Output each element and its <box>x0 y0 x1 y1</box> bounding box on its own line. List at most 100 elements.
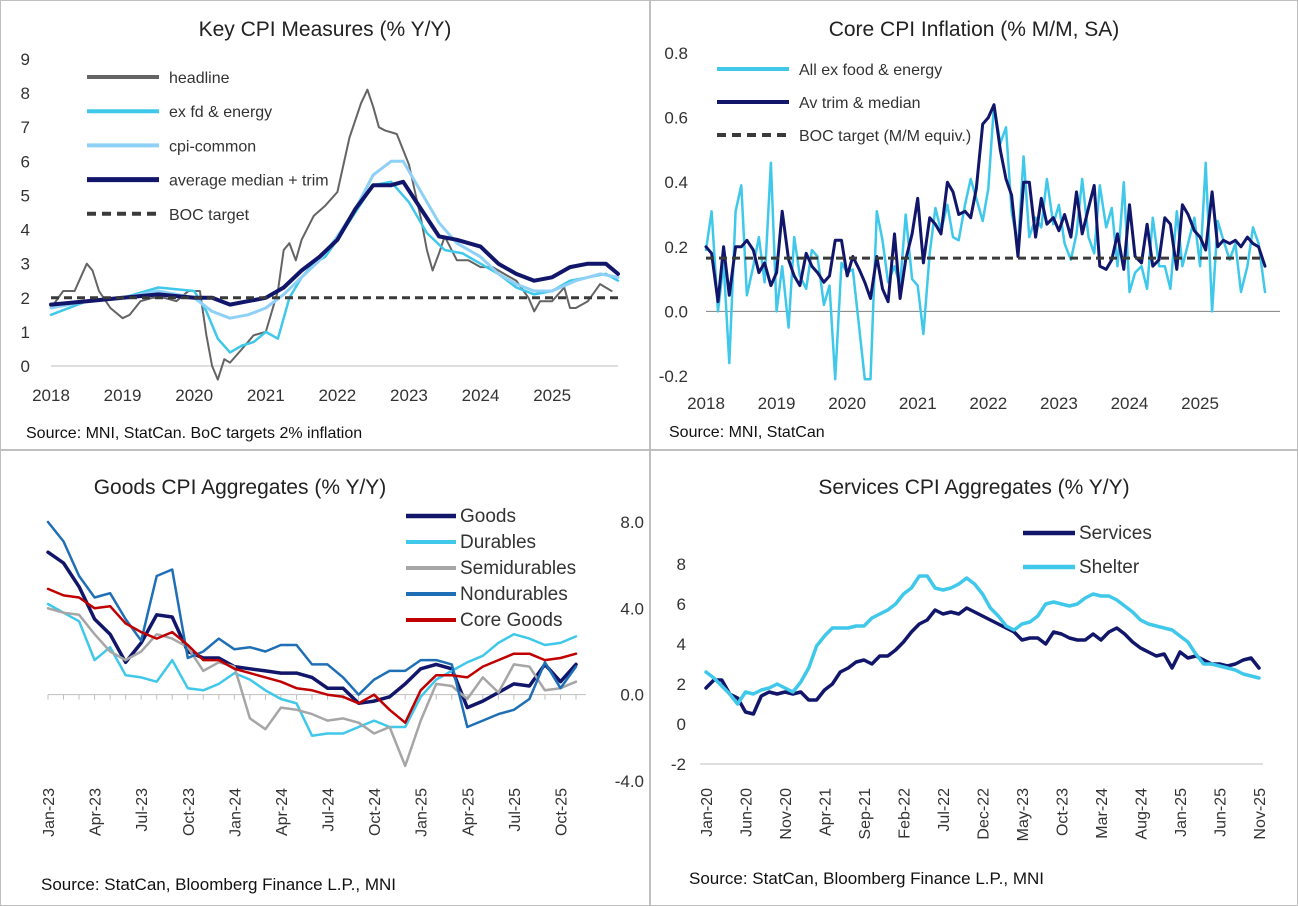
y-tick-label: 5 <box>21 186 30 205</box>
y-tick-label: 0.0 <box>664 302 688 321</box>
chart-title: Core CPI Inflation (% M/M, SA) <box>828 18 1120 41</box>
x-tick-label: Jan-25 <box>414 788 431 837</box>
legend-label-goods: Goods <box>460 506 516 527</box>
legend-label-durables: Durables <box>460 532 536 553</box>
x-tick-label: 2023 <box>390 386 428 405</box>
series-line-av-trim-median <box>704 103 1267 304</box>
legend-label-services: Services <box>1079 523 1152 544</box>
x-tick-label: Jan-25 <box>1173 788 1190 837</box>
chart-source: Source: MNI, StatCan. BoC targets 2% inf… <box>26 425 363 442</box>
y-tick-label: -2 <box>671 755 686 774</box>
x-tick-label: 2025 <box>533 386 571 405</box>
goods-cpi-aggregates-chart: -4.0 0.0 4.0 8.0 Jan-23 Apr-23 Jul-23 Oct-23 Jan… <box>41 506 644 837</box>
x-tick-label: 2020 <box>828 394 866 413</box>
y-tick-label: 8.0 <box>620 513 644 532</box>
x-tick-label: Jan-20 <box>699 788 716 837</box>
y-tick-label: 7 <box>21 118 30 137</box>
y-tick-label: 9 <box>21 50 30 69</box>
series-line-shelter <box>704 574 1261 706</box>
legend-label-av-trim-median: Av trim & median <box>799 95 921 112</box>
x-tick-label: Oct-24 <box>367 788 384 836</box>
x-tick-label: Feb-22 <box>897 788 914 839</box>
legend-label-semidurables: Semidurables <box>460 558 576 579</box>
x-tick-label: 2022 <box>318 386 356 405</box>
chart-title: Services CPI Aggregates (% Y/Y) <box>818 476 1130 499</box>
x-tick-label: Apr-23 <box>88 788 105 836</box>
legend-label-shelter: Shelter <box>1079 557 1140 578</box>
x-tick-label: 2019 <box>104 386 142 405</box>
x-tick-label: 2023 <box>1040 394 1078 413</box>
x-tick-label: Jul-22 <box>936 788 953 832</box>
x-tick-label: 2025 <box>1181 394 1219 413</box>
x-tick-label: Oct-23 <box>181 788 198 836</box>
y-tick-label: 1 <box>21 323 30 342</box>
series-line-ex-fd-energy <box>49 180 620 354</box>
series-line-core-goods <box>46 587 578 724</box>
series-line-goods <box>46 550 578 710</box>
y-tick-label: 2 <box>21 289 30 308</box>
x-tick-label: Jun-20 <box>739 788 756 837</box>
series-line-nondurables <box>46 520 578 729</box>
y-tick-label: 6 <box>677 595 686 614</box>
y-tick-label: 4.0 <box>620 599 644 618</box>
x-tick-label: Jan-24 <box>227 788 244 837</box>
x-tick-label: Nov-25 <box>1252 788 1269 840</box>
x-tick-label: 2019 <box>758 394 796 413</box>
x-tick-label: 2018 <box>32 386 70 405</box>
legend-label-average-median-trim: average median + trim <box>169 173 329 190</box>
key-cpi-measures-chart: 0 1 2 3 4 5 6 7 8 9 2018 2019 2020 2021 2022 2023 2024 20… <box>21 50 620 405</box>
series-line-average-median-trim <box>49 179 620 307</box>
x-tick-label: Jan-23 <box>41 788 58 837</box>
x-tick-label: Mar-24 <box>1094 788 1111 839</box>
x-tick-label: Aug-24 <box>1134 788 1151 840</box>
y-tick-label: 0 <box>21 357 30 376</box>
y-tick-label: 8 <box>677 555 686 574</box>
legend-label-boc-target-m-m-equiv: BOC target (M/M equiv.) <box>799 128 971 145</box>
y-tick-label: -4.0 <box>615 772 644 791</box>
y-tick-label: 6 <box>21 152 30 171</box>
chart-title: Key CPI Measures (% Y/Y) <box>198 18 452 41</box>
y-tick-label: 2 <box>677 675 686 694</box>
key-cpi-measures-panel: Key CPI Measures (% Y/Y) 0 1 2 3 4 5 6 7 8 9 2018 2… <box>0 0 650 450</box>
series-line-durables <box>46 602 578 737</box>
y-tick-label: 0.8 <box>664 44 688 63</box>
core-cpi-inflation-chart: -0.2 0.0 0.2 0.4 0.6 0.8 2018 2019 2020 2021 2022 2… <box>659 44 1280 413</box>
x-tick-label: Apr-25 <box>460 788 477 836</box>
y-tick-label: 0 <box>677 715 686 734</box>
y-tick-label: 0.0 <box>620 686 644 705</box>
x-tick-label: 2024 <box>1111 394 1149 413</box>
legend-label-boc-target: BOC target <box>169 207 250 224</box>
x-tick-label: 2021 <box>899 394 937 413</box>
y-tick-label: -0.2 <box>659 367 688 386</box>
chart-source: Source: MNI, StatCan <box>669 424 825 441</box>
legend-label-cpi-common: cpi-common <box>169 138 256 155</box>
services-cpi-aggregates-chart: -2 0 2 4 6 8 Jan-20 Jun-20 Nov-20 Apr-21 Sep-21 Feb… <box>671 523 1269 841</box>
services-cpi-aggregates-panel: Services CPI Aggregates (% Y/Y) -2 0 2 4 6 8 J… <box>650 450 1298 906</box>
series-line-cpi-common <box>49 159 620 320</box>
x-tick-label: Jul-24 <box>321 788 338 832</box>
legend-label-core-goods: Core Goods <box>460 610 562 631</box>
legend-label-all-ex-food-energy: All ex food & energy <box>799 62 942 79</box>
series-line-headline <box>50 88 613 381</box>
y-tick-label: 3 <box>21 255 30 274</box>
legend-label-ex-fd-energy: ex fd & energy <box>169 104 272 121</box>
x-tick-label: 2021 <box>247 386 285 405</box>
goods-cpi-aggregates-panel: Goods CPI Aggregates (% Y/Y) -4.0 0.0 4.0 8… <box>0 450 650 906</box>
y-tick-label: 0.6 <box>664 109 688 128</box>
x-tick-label: Jul-23 <box>134 788 151 832</box>
x-tick-label: 2024 <box>462 386 500 405</box>
x-tick-label: Jun-25 <box>1213 788 1230 837</box>
x-tick-label: Oct-23 <box>1055 788 1072 836</box>
x-tick-label: Jul-25 <box>507 788 524 832</box>
x-tick-label: 2022 <box>969 394 1007 413</box>
y-tick-label: 4 <box>21 221 30 240</box>
x-tick-label: Apr-21 <box>818 788 835 836</box>
legend-label-nondurables: Nondurables <box>460 584 568 605</box>
chart-title: Goods CPI Aggregates (% Y/Y) <box>93 476 387 499</box>
legend-label-headline: headline <box>169 70 230 87</box>
series-line-all-ex-food-energy <box>704 103 1267 381</box>
x-tick-label: Oct-25 <box>553 788 570 836</box>
y-tick-label: 8 <box>21 84 30 103</box>
chart-source: Source: StatCan, Bloomberg Finance L.P.,… <box>689 869 1044 888</box>
series-line-semidurables <box>46 607 578 768</box>
